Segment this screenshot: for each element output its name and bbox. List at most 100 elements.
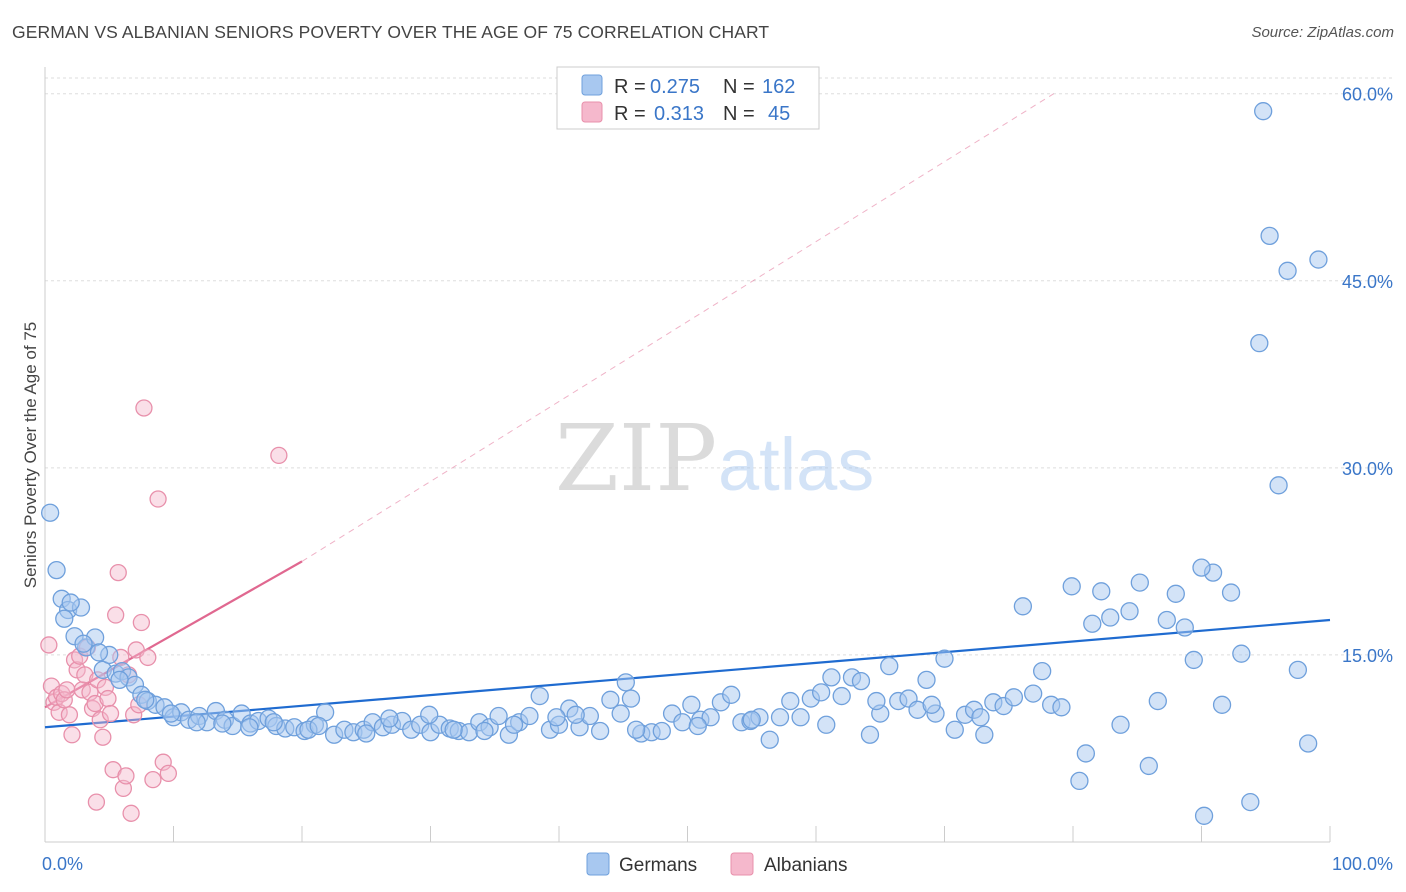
albanians-point bbox=[58, 681, 76, 699]
albanians-point bbox=[107, 606, 125, 624]
germans-point bbox=[40, 503, 60, 522]
germans-point bbox=[922, 695, 941, 714]
germans-point bbox=[566, 705, 585, 724]
y-tick-label: 15.0% bbox=[1342, 646, 1393, 666]
albanians-trend-extension bbox=[301, 93, 1054, 562]
albanians-point bbox=[135, 399, 153, 417]
germans-point bbox=[1260, 226, 1279, 246]
germans-point bbox=[240, 718, 259, 737]
germans-point bbox=[1269, 476, 1288, 495]
germans-point bbox=[652, 721, 671, 741]
germans-point bbox=[832, 686, 851, 706]
germans-point bbox=[1254, 102, 1273, 121]
y-tick-labels: 15.0% 30.0% 45.0% 60.0% bbox=[1342, 85, 1393, 666]
legend-swatch-germans bbox=[581, 74, 603, 96]
germans-point bbox=[264, 713, 283, 732]
germans-point bbox=[935, 649, 954, 668]
bottom-legend-swatch-germans bbox=[586, 852, 610, 876]
germans-point bbox=[867, 691, 886, 711]
germans-point bbox=[213, 714, 232, 733]
germans-point bbox=[817, 715, 836, 734]
germans-point bbox=[1157, 610, 1176, 630]
watermark-atlas: atlas bbox=[718, 423, 874, 506]
germans-point bbox=[1111, 715, 1130, 734]
albanians-point bbox=[94, 728, 112, 746]
albanians-point bbox=[76, 666, 94, 684]
germans-point bbox=[1083, 614, 1102, 633]
germans-point bbox=[621, 689, 641, 708]
y-tick-label: 60.0% bbox=[1342, 85, 1393, 105]
albanians-point bbox=[101, 704, 120, 723]
germans-point bbox=[1033, 661, 1052, 681]
germans-point bbox=[1024, 684, 1043, 703]
germans-point bbox=[357, 724, 376, 743]
germans-point bbox=[74, 634, 93, 653]
germans-point bbox=[1299, 734, 1318, 753]
germans-point bbox=[1013, 597, 1033, 616]
albanians-point bbox=[117, 767, 135, 785]
germans-point bbox=[616, 673, 635, 692]
germans-point bbox=[420, 705, 439, 724]
germans-point bbox=[1052, 698, 1071, 717]
germans-point bbox=[1221, 583, 1241, 602]
chart-title: GERMAN VS ALBANIAN SENIORS POVERTY OVER … bbox=[12, 22, 770, 42]
albanians-point bbox=[40, 636, 58, 654]
germans-point bbox=[1004, 688, 1024, 707]
albanians-point bbox=[139, 648, 157, 667]
germans-point bbox=[880, 657, 899, 676]
germans-point bbox=[47, 560, 66, 580]
germans-point bbox=[601, 690, 620, 709]
albanians-point bbox=[55, 691, 73, 709]
bottom-legend-swatch-albanians bbox=[730, 852, 754, 876]
source-label: Source: ZipAtlas.com bbox=[1251, 24, 1394, 41]
germans-point bbox=[55, 609, 74, 628]
legend-r-value-germans: 0.275 bbox=[650, 76, 700, 98]
germans-point bbox=[475, 721, 494, 741]
germans-point bbox=[1076, 744, 1095, 763]
germans-point bbox=[110, 670, 129, 690]
bottom-legend-albanians: Albanians bbox=[764, 855, 847, 876]
germans-point bbox=[1241, 792, 1260, 812]
germans-point bbox=[1278, 261, 1297, 280]
germans-point bbox=[945, 720, 964, 739]
germans-point bbox=[971, 708, 990, 727]
germans-point bbox=[1130, 573, 1149, 592]
germans-point bbox=[688, 716, 707, 736]
legend-r-label-albanians: R = bbox=[614, 103, 646, 125]
germans-point bbox=[860, 725, 880, 744]
albanians-point bbox=[125, 706, 143, 724]
albanians-point bbox=[63, 726, 81, 744]
albanians-point bbox=[122, 804, 140, 822]
germans-point bbox=[781, 691, 800, 711]
germans-point bbox=[89, 643, 109, 662]
legend-n-value-albanians: 45 bbox=[768, 103, 790, 125]
germans-point bbox=[1232, 644, 1251, 663]
albanians-point bbox=[132, 613, 151, 632]
germans-point bbox=[444, 720, 463, 739]
germans-point bbox=[1250, 333, 1269, 353]
germans-point bbox=[1175, 618, 1194, 637]
axes bbox=[44, 67, 1331, 843]
germans-point bbox=[851, 671, 871, 691]
albanians-point bbox=[60, 706, 79, 724]
germans-point bbox=[1062, 577, 1081, 596]
albanians-point bbox=[154, 753, 172, 771]
germans-point bbox=[1092, 582, 1111, 601]
germans-point bbox=[770, 708, 790, 727]
germans-point bbox=[161, 704, 181, 723]
germans-point bbox=[61, 593, 80, 612]
albanians-point bbox=[99, 689, 117, 708]
germans-point bbox=[673, 713, 692, 732]
germans-point bbox=[590, 721, 610, 741]
y-axis-title: Seniors Poverty Over the Age of 75 bbox=[21, 322, 40, 588]
germans-trend-line bbox=[44, 618, 1331, 729]
legend-swatch-albanians bbox=[581, 101, 603, 123]
albanians-point bbox=[109, 563, 127, 582]
germans-point bbox=[1184, 650, 1203, 670]
germans-point bbox=[309, 716, 328, 736]
germans-point bbox=[1194, 806, 1214, 825]
germans-point bbox=[1192, 558, 1211, 577]
legend-n-label-germans: N = bbox=[723, 76, 755, 98]
germans-point bbox=[917, 670, 936, 690]
